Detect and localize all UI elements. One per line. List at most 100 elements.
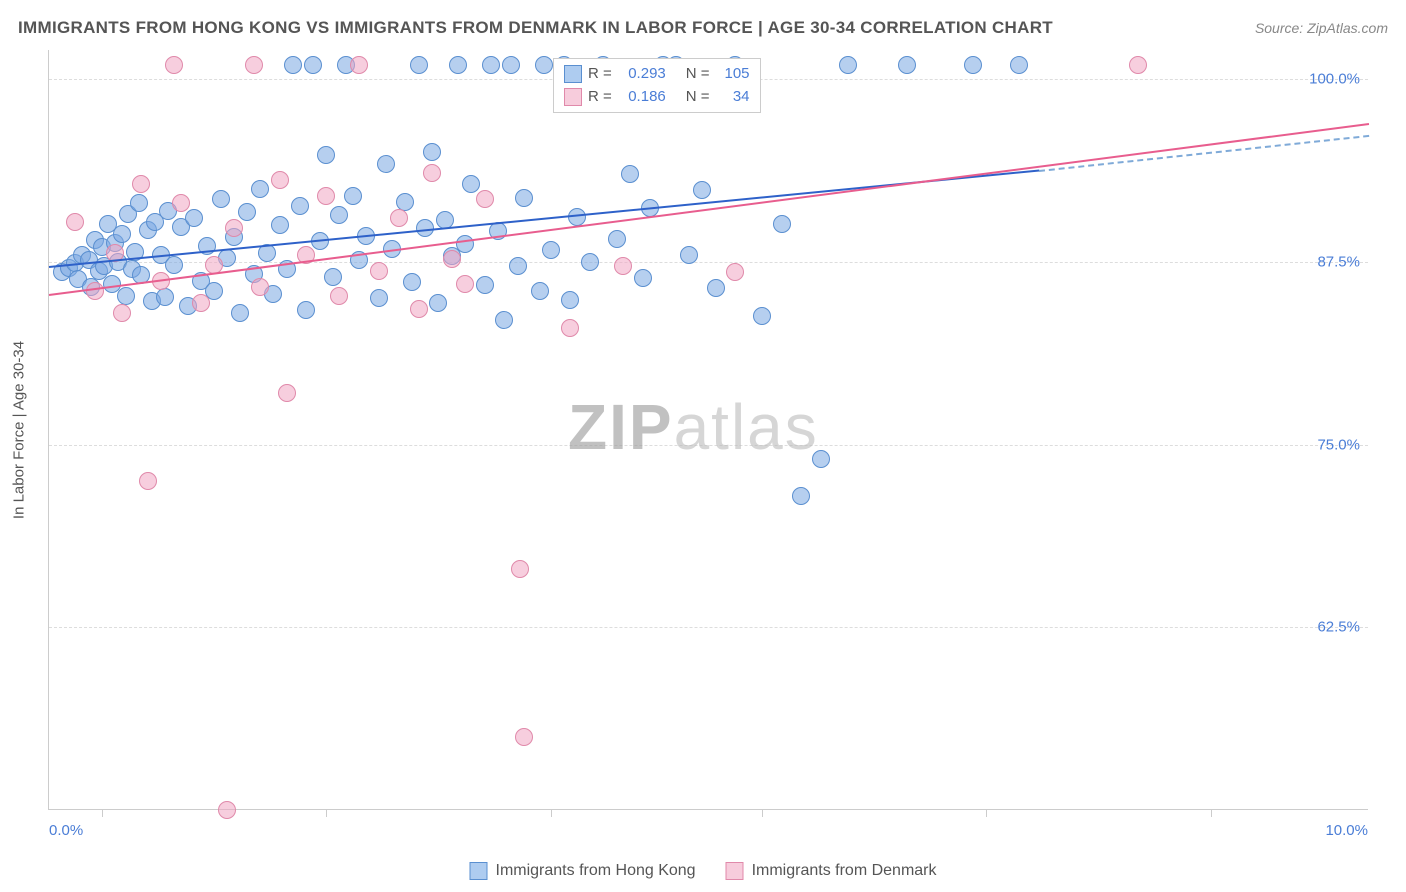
source-attribution: Source: ZipAtlas.com xyxy=(1255,20,1388,36)
chart-title: IMMIGRANTS FROM HONG KONG VS IMMIGRANTS … xyxy=(18,18,1053,38)
series-swatch xyxy=(564,65,582,83)
data-point xyxy=(304,56,322,74)
data-point xyxy=(218,801,236,819)
data-point xyxy=(449,56,467,74)
data-point xyxy=(130,194,148,212)
data-point xyxy=(410,300,428,318)
data-point xyxy=(839,56,857,74)
x-axis-min-label: 0.0% xyxy=(49,822,83,839)
data-point xyxy=(231,304,249,322)
data-point xyxy=(429,294,447,312)
data-point xyxy=(476,276,494,294)
data-point xyxy=(370,262,388,280)
data-point xyxy=(113,225,131,243)
legend-item: Immigrants from Denmark xyxy=(726,862,937,880)
data-point xyxy=(251,180,269,198)
data-point xyxy=(350,56,368,74)
data-point xyxy=(86,282,104,300)
data-point xyxy=(117,287,135,305)
data-point xyxy=(456,235,474,253)
data-point xyxy=(753,307,771,325)
data-point xyxy=(271,171,289,189)
data-point xyxy=(324,268,342,286)
data-point xyxy=(192,294,210,312)
gridline xyxy=(49,262,1368,263)
legend-swatch xyxy=(470,862,488,880)
data-point xyxy=(245,56,263,74)
chart-container: IMMIGRANTS FROM HONG KONG VS IMMIGRANTS … xyxy=(0,0,1406,892)
data-point xyxy=(370,289,388,307)
data-point xyxy=(66,213,84,231)
bottom-legend: Immigrants from Hong Kong Immigrants from… xyxy=(470,862,937,880)
stats-legend-box: R =0.293N =105R =0.186N =34 xyxy=(553,58,761,113)
stats-r-label: R = xyxy=(588,63,612,86)
data-point xyxy=(515,728,533,746)
data-point xyxy=(482,56,500,74)
trend-line-extension xyxy=(1039,135,1369,172)
data-point xyxy=(634,269,652,287)
data-point xyxy=(581,253,599,271)
data-point xyxy=(403,273,421,291)
data-point xyxy=(693,181,711,199)
y-tick-label: 75.0% xyxy=(1317,436,1360,453)
legend-label: Immigrants from Denmark xyxy=(752,862,937,880)
gridline xyxy=(49,627,1368,628)
x-tick xyxy=(102,809,103,817)
data-point xyxy=(423,143,441,161)
data-point xyxy=(1010,56,1028,74)
stats-n-value: 34 xyxy=(716,86,750,109)
data-point xyxy=(139,472,157,490)
data-point xyxy=(621,165,639,183)
x-axis-max-label: 10.0% xyxy=(1325,822,1368,839)
data-point xyxy=(515,189,533,207)
data-point xyxy=(561,291,579,309)
stats-row: R = 0.186 N = 34 xyxy=(564,86,750,109)
data-point xyxy=(297,301,315,319)
data-point xyxy=(212,190,230,208)
y-tick-label: 87.5% xyxy=(1317,253,1360,270)
data-point xyxy=(561,319,579,337)
data-point xyxy=(185,209,203,227)
data-point xyxy=(542,241,560,259)
data-point xyxy=(165,256,183,274)
data-point xyxy=(390,209,408,227)
stats-r-value: 0.293 xyxy=(618,63,666,86)
data-point xyxy=(511,560,529,578)
data-point xyxy=(456,275,474,293)
stats-n-label: N = xyxy=(686,86,710,109)
x-tick xyxy=(1211,809,1212,817)
data-point xyxy=(812,450,830,468)
data-point xyxy=(509,257,527,275)
data-point xyxy=(423,164,441,182)
data-point xyxy=(165,56,183,74)
data-point xyxy=(225,219,243,237)
data-point xyxy=(443,250,461,268)
data-point xyxy=(251,278,269,296)
data-point xyxy=(773,215,791,233)
x-tick xyxy=(986,809,987,817)
data-point xyxy=(535,56,553,74)
gridline xyxy=(49,445,1368,446)
stats-r-label: R = xyxy=(588,86,612,109)
x-tick xyxy=(762,809,763,817)
plot-area: In Labor Force | Age 30-34 0.0% 10.0% 62… xyxy=(48,50,1368,810)
legend-label: Immigrants from Hong Kong xyxy=(496,862,696,880)
data-point xyxy=(284,56,302,74)
stats-r-value: 0.186 xyxy=(618,86,666,109)
x-tick xyxy=(326,809,327,817)
data-point xyxy=(1129,56,1147,74)
data-point xyxy=(291,197,309,215)
data-point xyxy=(317,187,335,205)
data-point xyxy=(502,56,520,74)
series-swatch xyxy=(564,88,582,106)
data-point xyxy=(278,384,296,402)
y-tick-label: 100.0% xyxy=(1309,71,1360,88)
data-point xyxy=(344,187,362,205)
data-point xyxy=(172,194,190,212)
data-point xyxy=(330,206,348,224)
data-point xyxy=(113,304,131,322)
data-point xyxy=(531,282,549,300)
data-point xyxy=(238,203,256,221)
data-point xyxy=(156,288,174,306)
data-point xyxy=(898,56,916,74)
